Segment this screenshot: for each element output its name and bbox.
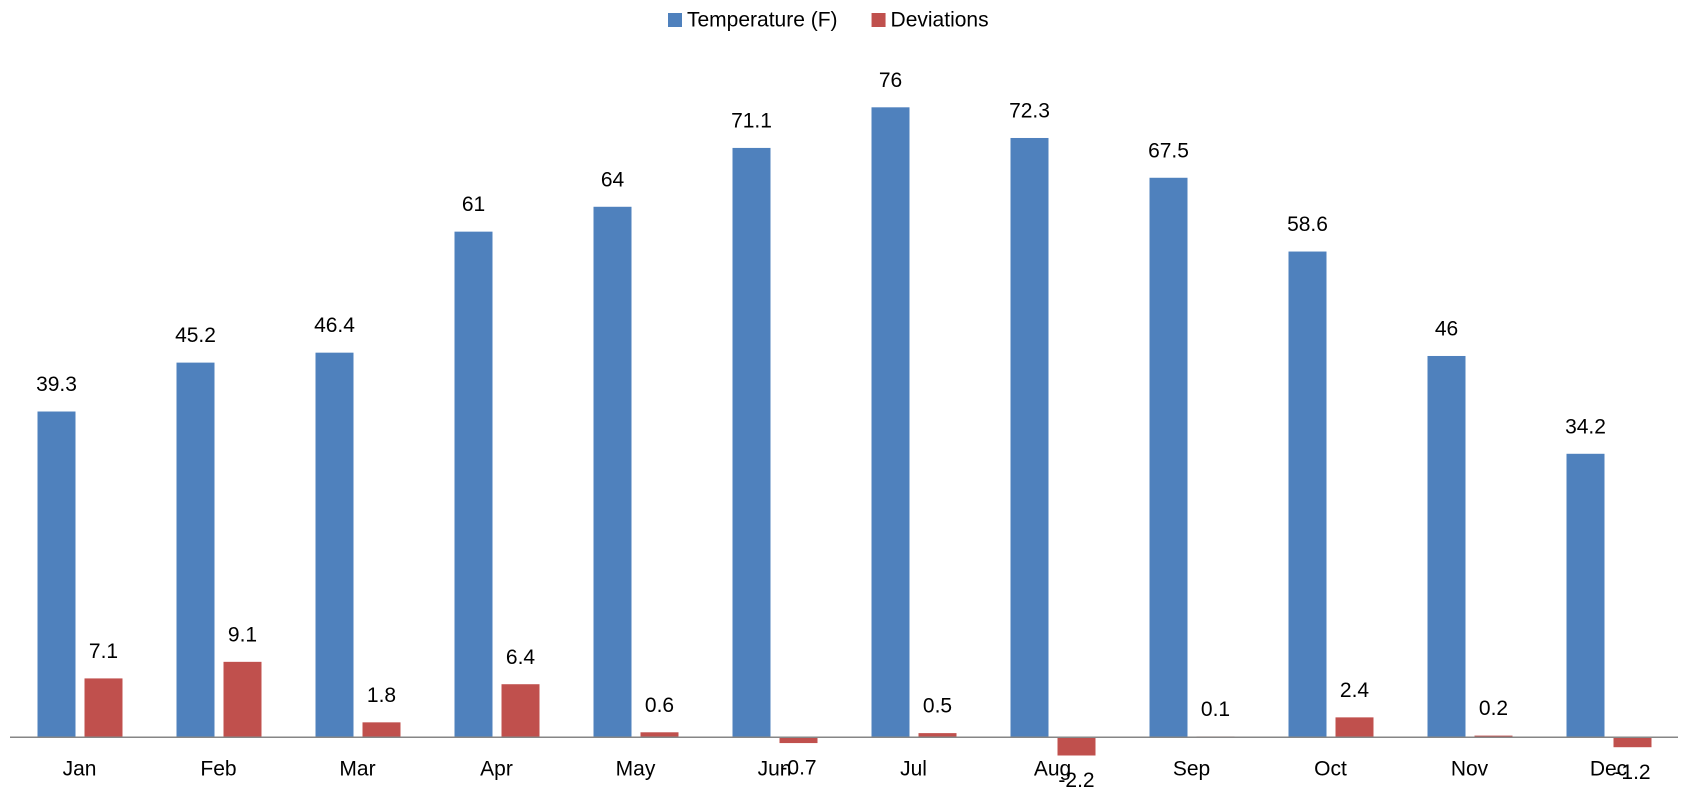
data-label: -1.2 bbox=[1614, 761, 1650, 784]
x-tick-label: Feb bbox=[200, 758, 236, 781]
legend-swatch bbox=[871, 13, 886, 27]
bar bbox=[918, 733, 957, 738]
bar bbox=[362, 722, 401, 738]
bar bbox=[315, 352, 354, 738]
data-label: 64 bbox=[601, 168, 625, 191]
bar bbox=[1010, 137, 1049, 738]
data-label: 2.4 bbox=[1340, 679, 1370, 702]
x-tick-label: Jan bbox=[63, 758, 97, 781]
x-tick-label: Mar bbox=[339, 758, 375, 781]
x-tick-label: Nov bbox=[1451, 758, 1489, 781]
legend-swatch bbox=[668, 13, 682, 27]
bar bbox=[1335, 717, 1374, 738]
x-tick-label: Dec bbox=[1590, 758, 1627, 781]
x-tick-label: Apr bbox=[480, 758, 513, 781]
bar bbox=[176, 362, 215, 738]
x-tick-label: Jul bbox=[900, 758, 927, 781]
bar bbox=[593, 206, 632, 738]
data-label: 9.1 bbox=[228, 623, 257, 646]
data-label: 71.1 bbox=[731, 109, 772, 132]
data-label: 45.2 bbox=[175, 324, 216, 347]
bar bbox=[1288, 251, 1327, 738]
data-label: -0.7 bbox=[780, 757, 816, 780]
data-label: 1.8 bbox=[367, 684, 396, 707]
x-tick-label: May bbox=[616, 758, 656, 781]
bar bbox=[1057, 737, 1096, 756]
data-label: 67.5 bbox=[1148, 139, 1189, 162]
x-tick-label: Aug bbox=[1034, 758, 1071, 781]
bar bbox=[640, 732, 679, 738]
bar bbox=[1427, 355, 1466, 738]
bar bbox=[779, 737, 818, 744]
legend-label: Deviations bbox=[891, 9, 989, 32]
data-label: 76 bbox=[879, 69, 902, 92]
bar bbox=[871, 107, 910, 738]
x-tick-label: Jun bbox=[758, 758, 792, 781]
bar bbox=[1149, 177, 1188, 738]
data-label: 34.2 bbox=[1565, 415, 1606, 438]
x-tick-label: Oct bbox=[1314, 758, 1347, 781]
data-label: 58.6 bbox=[1287, 213, 1328, 236]
data-label: 46 bbox=[1435, 318, 1458, 341]
data-label: 61 bbox=[462, 193, 485, 216]
bar bbox=[223, 661, 262, 738]
bar bbox=[1566, 453, 1605, 738]
data-label: 0.5 bbox=[923, 695, 952, 718]
data-label: 39.3 bbox=[36, 373, 77, 396]
data-label: 0.1 bbox=[1201, 698, 1230, 721]
bar bbox=[84, 678, 123, 738]
legend-label: Temperature (F) bbox=[687, 9, 838, 32]
bar bbox=[501, 684, 540, 738]
bar bbox=[1613, 737, 1652, 748]
data-label: 46.4 bbox=[314, 314, 355, 337]
data-label: 0.6 bbox=[645, 694, 674, 717]
bar bbox=[37, 411, 76, 738]
data-label: 0.2 bbox=[1479, 697, 1508, 720]
data-label: -2.2 bbox=[1058, 769, 1094, 792]
data-label: 72.3 bbox=[1009, 100, 1050, 123]
x-tick-label: Sep bbox=[1173, 758, 1210, 781]
bar bbox=[1474, 735, 1513, 738]
bar bbox=[732, 147, 771, 738]
bar bbox=[454, 231, 493, 738]
data-label: 6.4 bbox=[506, 646, 536, 669]
data-label: 7.1 bbox=[89, 640, 118, 663]
